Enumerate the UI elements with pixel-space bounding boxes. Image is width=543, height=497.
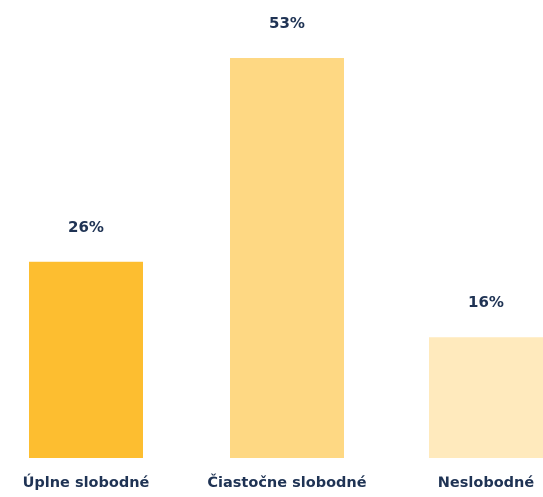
- bar-3: [429, 337, 543, 458]
- category-label-2: Čiastočne slobodné: [207, 473, 366, 491]
- value-label-2: 53%: [269, 14, 305, 32]
- bars-group: [29, 58, 543, 458]
- value-labels-group: 26% 53% 16%: [68, 14, 504, 311]
- category-label-1: Úplne slobodné: [23, 473, 150, 491]
- value-label-3: 16%: [468, 293, 504, 311]
- bar-2: [230, 58, 344, 458]
- category-labels-group: Úplne slobodné Čiastočne slobodné Neslobod…: [23, 473, 535, 491]
- category-label-3: Neslobodné: [438, 475, 535, 491]
- bar-1: [29, 261, 143, 458]
- value-label-1: 26%: [68, 218, 104, 236]
